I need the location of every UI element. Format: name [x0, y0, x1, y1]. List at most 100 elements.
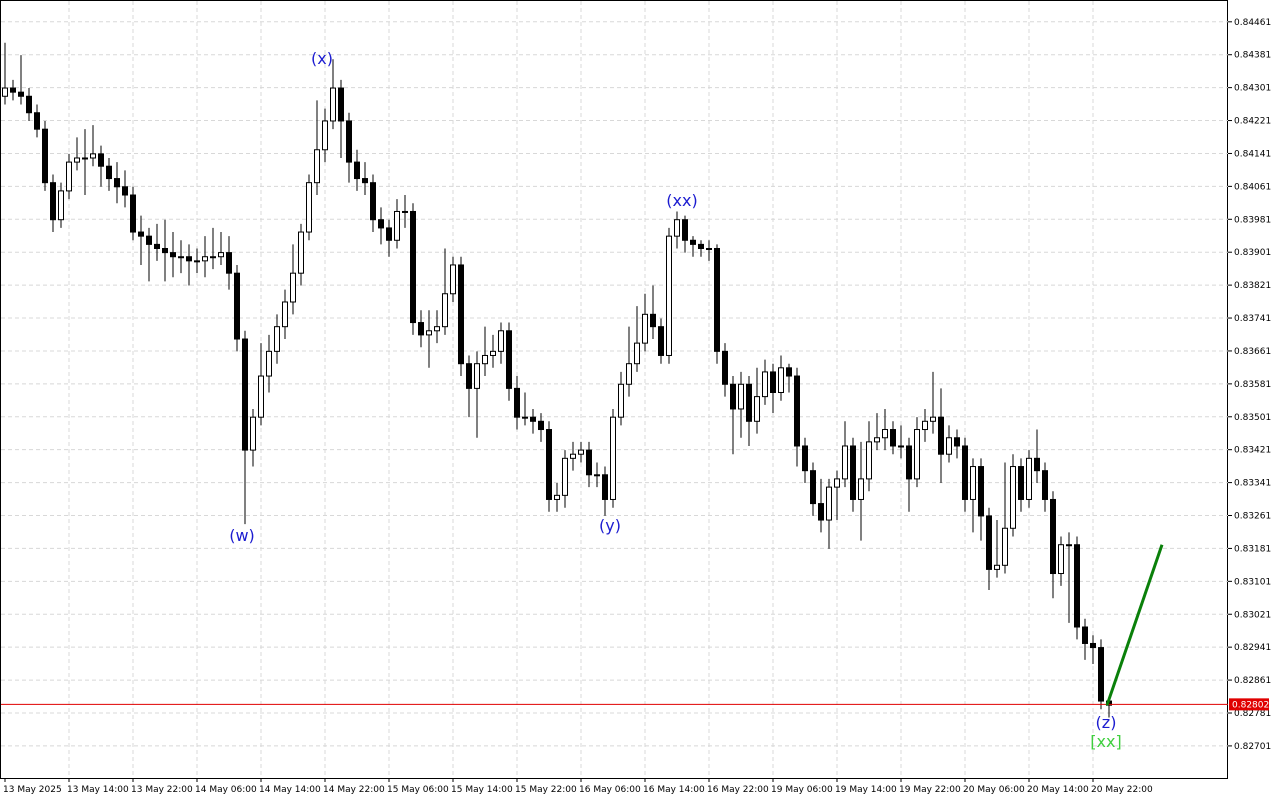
candle-body [410, 210, 416, 324]
candle-body [994, 564, 1000, 570]
y-tick-label: 0.84221 [1234, 117, 1271, 127]
candle-body [346, 120, 352, 163]
candle-body [938, 416, 944, 455]
candle-body [930, 416, 936, 422]
candle-body [538, 420, 544, 431]
candle-body [66, 161, 72, 192]
candle-body [530, 416, 536, 422]
wave-label: (w) [229, 526, 255, 545]
y-tick-label: 0.82781 [1234, 709, 1271, 719]
candle-body [394, 210, 400, 241]
wave-label: (xx) [666, 191, 697, 210]
candle-body [226, 252, 232, 274]
candle-body [426, 330, 432, 336]
candle-body [386, 227, 392, 241]
price-tag [1229, 698, 1269, 711]
candle-body [450, 264, 456, 295]
candle-body [242, 338, 248, 451]
candle-body [362, 178, 368, 184]
candle-body [706, 247, 712, 250]
candle-body [1098, 647, 1104, 702]
candle-body [458, 264, 464, 365]
candle-body [402, 210, 408, 213]
candle-body [130, 194, 136, 233]
x-tick-label: 19 May 06:00 [771, 785, 833, 795]
x-tick-label: 16 May 14:00 [643, 785, 705, 795]
candle-body [514, 387, 520, 418]
candle-body [1026, 457, 1032, 500]
candle-body [378, 219, 384, 229]
candle-body [674, 219, 680, 237]
x-tick-label: 15 May 14:00 [451, 785, 513, 795]
wave-label: (z) [1096, 713, 1117, 732]
candle-body [218, 252, 224, 258]
candle-body [234, 272, 240, 340]
candle-body [1066, 544, 1072, 547]
candle-body [810, 470, 816, 505]
candle-body [850, 445, 856, 500]
wave-label: (y) [599, 516, 621, 535]
candle-body [826, 486, 832, 521]
candle-body [834, 478, 840, 488]
y-tick-label: 0.83501 [1234, 413, 1271, 423]
candle-body [714, 247, 720, 352]
candle-body [866, 441, 872, 480]
y-tick-label: 0.82861 [1234, 676, 1271, 686]
y-tick-label: 0.83661 [1234, 347, 1271, 357]
candle-body [442, 293, 448, 328]
projection-line [1105, 544, 1164, 706]
candle-body [954, 437, 960, 447]
candle-body [210, 256, 216, 259]
x-tick-label: 16 May 06:00 [579, 785, 641, 795]
candle-body [882, 429, 888, 439]
candle-body [1034, 457, 1040, 472]
x-tick-label: 16 May 22:00 [707, 785, 769, 795]
candle-body [42, 128, 48, 184]
y-tick-label: 0.83341 [1234, 479, 1271, 489]
x-tick-label: 15 May 06:00 [387, 785, 449, 795]
candle-body [194, 260, 200, 263]
candle-body [1018, 466, 1024, 500]
candle-body [434, 326, 440, 332]
y-tick-label: 0.83821 [1234, 281, 1271, 291]
candle-body [114, 178, 120, 188]
candle-body [666, 235, 672, 356]
candle-body [258, 375, 264, 418]
candle-body [578, 449, 584, 455]
y-tick-label: 0.84461 [1234, 18, 1271, 28]
x-tick-label: 15 May 22:00 [515, 785, 577, 795]
y-tick-label: 0.83901 [1234, 248, 1271, 258]
y-tick-label: 0.83981 [1234, 215, 1271, 225]
candle-body [1042, 470, 1048, 500]
candle-body [906, 445, 912, 480]
candle-body [1090, 642, 1096, 649]
candle-body [738, 383, 744, 410]
candle-body [914, 429, 920, 480]
candle-body [754, 396, 760, 422]
candle-body [642, 313, 648, 344]
candle-body [554, 494, 560, 500]
candle-body [778, 367, 784, 393]
y-tick-label: 0.83101 [1234, 577, 1271, 587]
candle-body [626, 363, 632, 385]
candle-body [858, 478, 864, 500]
candle-body [922, 420, 928, 431]
candle-body [266, 350, 272, 377]
candle-body [890, 429, 896, 447]
candle-body [482, 354, 488, 365]
y-tick-label: 0.84141 [1234, 149, 1271, 159]
candle-body [506, 330, 512, 389]
candle-body [546, 429, 552, 500]
candle-body [314, 149, 320, 184]
wave-label: (x) [311, 49, 333, 68]
candle-body [586, 449, 592, 476]
candle-body [202, 256, 208, 262]
candle-body [610, 416, 616, 500]
x-tick-label: 20 May 06:00 [963, 785, 1025, 795]
x-tick-label: 13 May 2025 [3, 785, 62, 795]
candle-body [90, 153, 96, 159]
candle-body [794, 375, 800, 447]
plot-frame [0, 0, 1228, 779]
